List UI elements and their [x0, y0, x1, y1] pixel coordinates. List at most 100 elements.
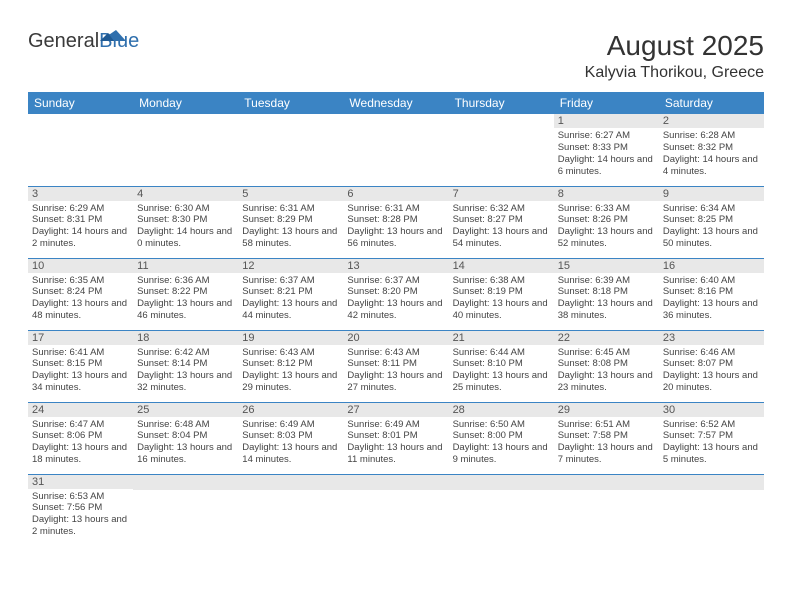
sunrise-text: Sunrise: 6:53 AM	[32, 491, 129, 503]
calendar-day-cell: 31Sunrise: 6:53 AMSunset: 7:56 PMDayligh…	[28, 474, 133, 546]
calendar-day-cell	[343, 114, 448, 186]
day-details: Sunrise: 6:52 AMSunset: 7:57 PMDaylight:…	[659, 417, 764, 469]
calendar-day-cell: 29Sunrise: 6:51 AMSunset: 7:58 PMDayligh…	[554, 402, 659, 474]
day-details: Sunrise: 6:36 AMSunset: 8:22 PMDaylight:…	[133, 273, 238, 325]
calendar-day-cell: 10Sunrise: 6:35 AMSunset: 8:24 PMDayligh…	[28, 258, 133, 330]
day-number: 1	[554, 114, 659, 128]
sunset-text: Sunset: 8:14 PM	[137, 358, 234, 370]
title-block: August 2025 Kalyvia Thorikou, Greece	[585, 30, 764, 82]
day-details: Sunrise: 6:49 AMSunset: 8:03 PMDaylight:…	[238, 417, 343, 469]
day-details: Sunrise: 6:48 AMSunset: 8:04 PMDaylight:…	[133, 417, 238, 469]
day-details: Sunrise: 6:39 AMSunset: 8:18 PMDaylight:…	[554, 273, 659, 325]
sunrise-text: Sunrise: 6:41 AM	[32, 347, 129, 359]
day-number: 5	[238, 187, 343, 201]
daylight-text: Daylight: 13 hours and 58 minutes.	[242, 226, 339, 250]
day-number: 6	[343, 187, 448, 201]
day-details: Sunrise: 6:38 AMSunset: 8:19 PMDaylight:…	[449, 273, 554, 325]
daylight-text: Daylight: 13 hours and 52 minutes.	[558, 226, 655, 250]
daylight-text: Daylight: 13 hours and 32 minutes.	[137, 370, 234, 394]
daylight-text: Daylight: 13 hours and 34 minutes.	[32, 370, 129, 394]
daylight-text: Daylight: 13 hours and 54 minutes.	[453, 226, 550, 250]
sunset-text: Sunset: 8:26 PM	[558, 214, 655, 226]
day-number	[449, 475, 554, 490]
calendar-day-cell: 22Sunrise: 6:45 AMSunset: 8:08 PMDayligh…	[554, 330, 659, 402]
daylight-text: Daylight: 13 hours and 36 minutes.	[663, 298, 760, 322]
day-details: Sunrise: 6:53 AMSunset: 7:56 PMDaylight:…	[28, 489, 133, 541]
sunset-text: Sunset: 8:20 PM	[347, 286, 444, 298]
sunset-text: Sunset: 8:04 PM	[137, 430, 234, 442]
day-number: 9	[659, 187, 764, 201]
day-details: Sunrise: 6:49 AMSunset: 8:01 PMDaylight:…	[343, 417, 448, 469]
sunset-text: Sunset: 8:28 PM	[347, 214, 444, 226]
day-details: Sunrise: 6:47 AMSunset: 8:06 PMDaylight:…	[28, 417, 133, 469]
calendar-day-cell: 9Sunrise: 6:34 AMSunset: 8:25 PMDaylight…	[659, 186, 764, 258]
sunset-text: Sunset: 8:16 PM	[663, 286, 760, 298]
calendar-week-row: 24Sunrise: 6:47 AMSunset: 8:06 PMDayligh…	[28, 402, 764, 474]
daylight-text: Daylight: 13 hours and 29 minutes.	[242, 370, 339, 394]
day-number: 17	[28, 331, 133, 345]
sunrise-text: Sunrise: 6:45 AM	[558, 347, 655, 359]
sunrise-text: Sunrise: 6:29 AM	[32, 203, 129, 215]
sunset-text: Sunset: 8:06 PM	[32, 430, 129, 442]
calendar-day-cell	[659, 474, 764, 546]
sunrise-text: Sunrise: 6:31 AM	[347, 203, 444, 215]
day-number	[28, 114, 133, 129]
sunset-text: Sunset: 8:32 PM	[663, 142, 760, 154]
sunrise-text: Sunrise: 6:48 AM	[137, 419, 234, 431]
calendar-day-cell: 15Sunrise: 6:39 AMSunset: 8:18 PMDayligh…	[554, 258, 659, 330]
day-number: 23	[659, 331, 764, 345]
day-number	[133, 475, 238, 490]
daylight-text: Daylight: 13 hours and 50 minutes.	[663, 226, 760, 250]
calendar-week-row: 3 Sunrise: 6:29 AMSunset: 8:31 PM Daylight…	[28, 186, 764, 258]
daylight-text: Daylight: 14 hours and 6 minutes.	[558, 154, 655, 178]
calendar-day-cell: 24Sunrise: 6:47 AMSunset: 8:06 PMDayligh…	[28, 402, 133, 474]
sunset-text: Sunset: 8:03 PM	[242, 430, 339, 442]
day-details: Sunrise: 6:37 AMSunset: 8:20 PMDaylight:…	[343, 273, 448, 325]
sunset-text: Sunset: 7:56 PM	[32, 502, 129, 514]
sunrise-text: Sunrise: 6:34 AM	[663, 203, 760, 215]
day-number	[659, 475, 764, 490]
calendar-day-cell	[133, 474, 238, 546]
brand-logo: GeneralBlue	[28, 30, 139, 53]
calendar-day-cell	[238, 114, 343, 186]
calendar-week-row: 31Sunrise: 6:53 AMSunset: 7:56 PMDayligh…	[28, 474, 764, 546]
logo-flag-icon	[100, 26, 128, 49]
day-number: 16	[659, 259, 764, 273]
calendar-day-cell: 8Sunrise: 6:33 AMSunset: 8:26 PMDaylight…	[554, 186, 659, 258]
sunset-text: Sunset: 8:27 PM	[453, 214, 550, 226]
day-details: Sunrise: 6:44 AMSunset: 8:10 PMDaylight:…	[449, 345, 554, 397]
day-number: 11	[133, 259, 238, 273]
sunrise-text: Sunrise: 6:37 AM	[347, 275, 444, 287]
daylight-text: Daylight: 14 hours and 0 minutes.	[137, 226, 234, 250]
calendar-day-cell: 12Sunrise: 6:37 AMSunset: 8:21 PMDayligh…	[238, 258, 343, 330]
calendar-day-cell: 26Sunrise: 6:49 AMSunset: 8:03 PMDayligh…	[238, 402, 343, 474]
day-details: Sunrise: 6:34 AMSunset: 8:25 PMDaylight:…	[659, 201, 764, 253]
calendar-day-cell: 30Sunrise: 6:52 AMSunset: 7:57 PMDayligh…	[659, 402, 764, 474]
sunset-text: Sunset: 8:22 PM	[137, 286, 234, 298]
daylight-text: Daylight: 13 hours and 46 minutes.	[137, 298, 234, 322]
daylight-text: Daylight: 13 hours and 44 minutes.	[242, 298, 339, 322]
daylight-text: Daylight: 13 hours and 9 minutes.	[453, 442, 550, 466]
sunrise-text: Sunrise: 6:43 AM	[242, 347, 339, 359]
calendar-day-cell	[238, 474, 343, 546]
sunrise-text: Sunrise: 6:38 AM	[453, 275, 550, 287]
calendar-day-cell: 17Sunrise: 6:41 AMSunset: 8:15 PMDayligh…	[28, 330, 133, 402]
calendar-day-cell: 14Sunrise: 6:38 AMSunset: 8:19 PMDayligh…	[449, 258, 554, 330]
day-number: 27	[343, 403, 448, 417]
day-number	[133, 114, 238, 129]
daylight-text: Daylight: 13 hours and 18 minutes.	[32, 442, 129, 466]
day-number	[554, 475, 659, 490]
daylight-text: Daylight: 13 hours and 11 minutes.	[347, 442, 444, 466]
day-details: Sunrise: 6:41 AMSunset: 8:15 PMDaylight:…	[28, 345, 133, 397]
sunset-text: Sunset: 8:31 PM	[32, 214, 129, 226]
calendar-day-cell: 19Sunrise: 6:43 AMSunset: 8:12 PMDayligh…	[238, 330, 343, 402]
day-number: 3	[28, 187, 133, 201]
weekday-header: Monday	[133, 92, 238, 114]
month-title: August 2025	[585, 30, 764, 62]
logo-text-general: General	[28, 30, 99, 53]
day-details: Sunrise: 6:27 AMSunset: 8:33 PMDaylight:…	[554, 128, 659, 180]
day-number: 8	[554, 187, 659, 201]
daylight-text: Daylight: 13 hours and 20 minutes.	[663, 370, 760, 394]
location-label: Kalyvia Thorikou, Greece	[585, 64, 764, 82]
sunrise-text: Sunrise: 6:43 AM	[347, 347, 444, 359]
